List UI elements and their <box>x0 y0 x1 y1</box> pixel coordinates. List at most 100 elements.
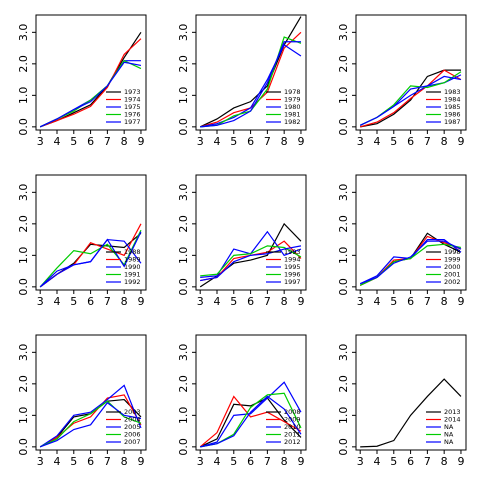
y-tick-label: 1.0 <box>177 87 190 105</box>
x-tick-label: 4 <box>373 455 380 468</box>
x-tick-label: 3 <box>197 295 204 308</box>
legend-label: 1998 <box>444 248 461 256</box>
y-tick-label: 2.0 <box>337 55 350 73</box>
series-line <box>39 231 142 288</box>
legend-label: 1989 <box>124 256 141 264</box>
legend-label: 1977 <box>124 118 141 126</box>
legend-label: 1994 <box>284 256 301 264</box>
y-tick-label: 1.0 <box>337 87 350 105</box>
y-tick-label: 1.0 <box>177 247 190 265</box>
series-line <box>359 75 462 126</box>
x-tick-label: 5 <box>70 135 77 148</box>
x-tick-label: 9 <box>457 455 464 468</box>
x-tick-label: 8 <box>121 135 128 148</box>
y-tick-label: 1.0 <box>17 247 30 265</box>
x-tick-label: 7 <box>264 295 271 308</box>
series-line <box>39 229 142 288</box>
x-tick-label: 3 <box>357 295 364 308</box>
x-tick-label: 6 <box>407 135 414 148</box>
legend-label: 1982 <box>284 118 301 126</box>
x-tick-label: 7 <box>424 455 431 468</box>
x-tick-label: 9 <box>137 455 144 468</box>
x-tick-label: 8 <box>281 455 288 468</box>
legend-label: 2014 <box>444 416 461 424</box>
y-tick-label: 3.0 <box>17 344 30 362</box>
series-line <box>39 400 142 448</box>
x-tick-label: 8 <box>281 135 288 148</box>
legend-label: 2011 <box>284 431 301 439</box>
legend-label: 1975 <box>124 103 141 111</box>
legend-label: 1980 <box>284 103 301 111</box>
series-line <box>360 69 462 128</box>
legend-label: 1981 <box>284 111 301 119</box>
legend-label: 1976 <box>124 111 141 119</box>
y-tick-label: 3.0 <box>337 24 350 42</box>
x-tick-label: 9 <box>297 135 304 148</box>
legend-label: 1992 <box>124 278 141 286</box>
series-line <box>200 395 302 448</box>
series-line <box>359 240 462 285</box>
x-tick-label: 4 <box>53 455 60 468</box>
x-tick-label: 3 <box>357 135 364 148</box>
legend-label: 1985 <box>444 103 461 111</box>
x-tick-label: 4 <box>53 295 60 308</box>
x-tick-label: 7 <box>104 135 111 148</box>
x-tick-label: 5 <box>230 295 237 308</box>
legend-label: 1996 <box>284 271 301 279</box>
y-tick-label: 0.0 <box>177 118 190 135</box>
x-tick-label: 3 <box>37 135 44 148</box>
y-tick-label: 2.0 <box>17 215 30 233</box>
x-tick-label: 4 <box>213 135 220 148</box>
series-line <box>39 61 142 128</box>
x-tick-label: 3 <box>197 135 204 148</box>
x-tick-label: 6 <box>87 455 94 468</box>
x-tick-label: 9 <box>297 295 304 308</box>
legend-label: 1978 <box>284 88 301 96</box>
legend-label: 1983 <box>444 88 461 96</box>
y-tick-label: 1.0 <box>17 407 30 425</box>
y-tick-label: 0.0 <box>337 118 350 135</box>
x-tick-label: 9 <box>137 135 144 148</box>
series-line <box>200 381 302 448</box>
legend-label: 2002 <box>444 278 461 286</box>
legend-label: 1991 <box>124 271 141 279</box>
y-tick-label: 2.0 <box>17 55 30 73</box>
x-tick-label: 3 <box>357 455 364 468</box>
x-tick-label: 6 <box>87 295 94 308</box>
x-tick-label: 5 <box>70 295 77 308</box>
x-tick-label: 5 <box>390 135 397 148</box>
legend-label: NA <box>444 438 454 446</box>
x-tick-label: 7 <box>264 455 271 468</box>
series-line <box>360 378 462 448</box>
x-tick-label: 8 <box>441 295 448 308</box>
series-line <box>200 41 301 128</box>
x-tick-label: 7 <box>424 135 431 148</box>
y-tick-label: 2.0 <box>337 375 350 393</box>
legend-label: 1999 <box>444 256 461 264</box>
legend-label: 2012 <box>284 438 301 446</box>
x-tick-label: 5 <box>230 455 237 468</box>
x-tick-label: 4 <box>213 455 220 468</box>
series-line <box>200 245 302 282</box>
x-tick-label: 8 <box>441 135 448 148</box>
x-tick-label: 4 <box>373 295 380 308</box>
legend-label: 2001 <box>444 271 461 279</box>
x-tick-label: 6 <box>407 295 414 308</box>
y-tick-label: 2.0 <box>177 55 190 73</box>
x-tick-label: 9 <box>297 455 304 468</box>
legend-label: 2003 <box>124 408 141 416</box>
legend-label: 1990 <box>124 263 141 271</box>
y-tick-label: 1.0 <box>337 247 350 265</box>
legend-label: 1986 <box>444 111 461 119</box>
x-tick-label: 5 <box>230 135 237 148</box>
y-tick-label: 0.0 <box>17 278 30 296</box>
y-tick-label: 3.0 <box>177 344 190 362</box>
y-tick-label: 0.0 <box>17 118 30 135</box>
x-tick-label: 7 <box>264 135 271 148</box>
x-tick-label: 8 <box>281 295 288 308</box>
legend-label: 2005 <box>124 423 141 431</box>
x-tick-label: 8 <box>121 455 128 468</box>
series-line <box>39 401 142 448</box>
y-tick-label: 2.0 <box>17 375 30 393</box>
legend-label: 1974 <box>124 96 141 104</box>
